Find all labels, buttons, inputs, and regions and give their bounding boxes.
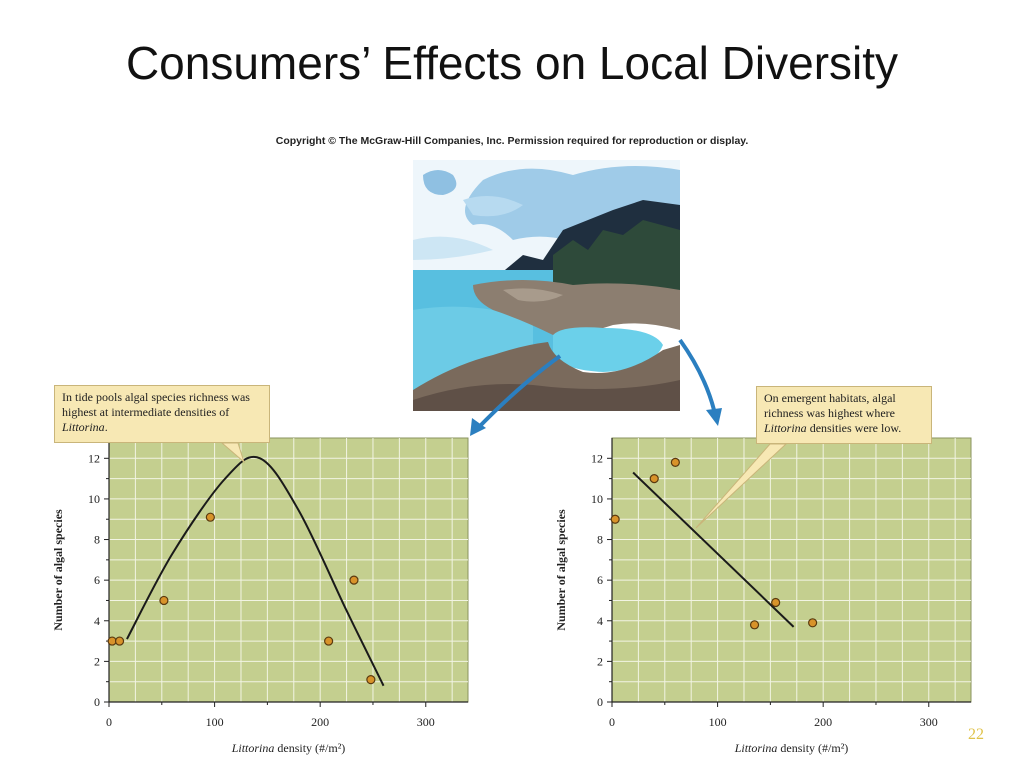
x-tick-label: 300 xyxy=(417,715,435,729)
y-tick-label: 12 xyxy=(591,451,603,465)
callout-left-end: . xyxy=(104,420,108,434)
page-number: 22 xyxy=(968,726,984,743)
plot-area xyxy=(108,437,469,703)
data-point xyxy=(610,514,620,524)
y-tick-label: 8 xyxy=(597,533,603,547)
y-tick-label: 2 xyxy=(94,654,100,668)
left-arrow xyxy=(476,354,562,430)
fit-line xyxy=(632,471,795,628)
data-point xyxy=(366,675,376,685)
x-tick-label: 200 xyxy=(814,715,832,729)
y-tick-label: 6 xyxy=(94,573,100,587)
y-tick-label: 10 xyxy=(88,492,100,506)
right-arrow xyxy=(678,338,716,411)
plot-area xyxy=(611,437,972,703)
y-tick-label: 6 xyxy=(597,573,603,587)
x-tick-label: 100 xyxy=(206,715,224,729)
y-tick-label: 2 xyxy=(597,654,603,668)
data-point xyxy=(114,636,125,646)
right-callout-pointer xyxy=(695,443,788,529)
x-axis-label: Littorina density (#/m²) xyxy=(231,741,346,755)
x-tick-label: 0 xyxy=(609,715,615,729)
callout-left-text: In tide pools algal species richness was… xyxy=(62,390,250,419)
y-tick-label: 12 xyxy=(88,451,100,465)
x-axis-label: Littorina density (#/m²) xyxy=(734,741,849,755)
y-tick-label: 4 xyxy=(94,614,100,628)
data-point xyxy=(159,595,169,606)
y-tick-label: 4 xyxy=(597,614,603,628)
fit-line xyxy=(126,455,385,687)
data-point xyxy=(808,618,818,628)
x-tick-label: 100 xyxy=(709,715,727,729)
data-point xyxy=(749,620,760,630)
left-callout-pointer xyxy=(220,442,246,464)
right-arrow-head xyxy=(706,408,722,426)
callout-emergent-habitats: On emergent habitats, algal richness was… xyxy=(756,386,932,444)
data-point xyxy=(205,512,215,522)
data-point xyxy=(649,474,659,484)
data-point xyxy=(771,597,781,608)
y-tick-label: 10 xyxy=(591,492,603,506)
tide-pool-illustration xyxy=(413,160,680,411)
y-tick-label: 8 xyxy=(94,533,100,547)
data-point xyxy=(349,575,359,585)
callout-tide-pools: In tide pools algal species richness was… xyxy=(54,385,270,443)
y-tick-label: 0 xyxy=(94,695,100,709)
left-arrow-head xyxy=(470,418,486,436)
callout-left-species: Littorina xyxy=(62,420,105,434)
callout-right-text: On emergent habitats, algal richness was… xyxy=(764,391,896,420)
x-tick-label: 0 xyxy=(106,715,112,729)
y-axis-label: Number of algal species xyxy=(554,509,568,631)
callout-right-species: Littorina xyxy=(764,421,807,435)
data-point xyxy=(324,636,334,646)
callout-right-end: densities were low. xyxy=(806,421,902,435)
x-tick-label: 300 xyxy=(920,715,938,729)
copyright-notice: Copyright © The McGraw-Hill Companies, I… xyxy=(275,135,749,147)
data-point xyxy=(670,457,680,467)
y-axis-label: Number of algal species xyxy=(51,509,65,631)
y-tick-label: 0 xyxy=(597,695,603,709)
x-tick-label: 200 xyxy=(311,715,329,729)
slide-title: Consumers’ Effects on Local Diversity xyxy=(125,37,899,89)
